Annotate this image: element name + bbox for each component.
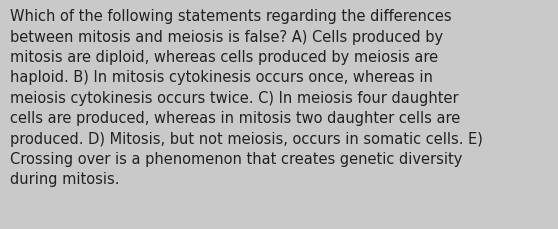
Text: Which of the following statements regarding the differences
between mitosis and : Which of the following statements regard… bbox=[10, 9, 483, 187]
